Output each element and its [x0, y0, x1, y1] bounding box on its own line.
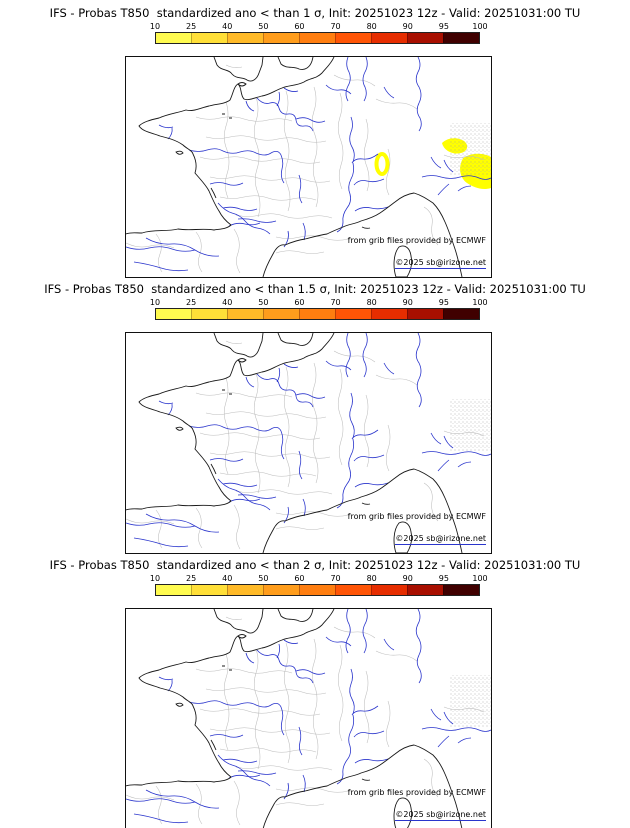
colorbar-tick-label: 80 — [366, 22, 377, 31]
colorbar-tick-label: 10 — [149, 574, 161, 583]
colorbar-tick-label: 70 — [330, 22, 341, 31]
colorbar-segment — [156, 309, 191, 319]
colorbar-gradient — [155, 32, 480, 44]
colorbar-segment — [227, 309, 263, 319]
credit-copyright-link[interactable]: ©2025 sb@irizone.net — [395, 534, 486, 545]
colorbar-segment — [299, 309, 335, 319]
colorbar-segment — [335, 33, 371, 43]
map-frame: from grib files provided by ECMWF ©2025 … — [125, 56, 492, 278]
colorbar-tick-label: 100 — [472, 22, 488, 31]
colorbar-tick-label: 95 — [438, 574, 449, 583]
colorbar-tick-label: 40 — [222, 298, 233, 307]
colorbar-segment — [335, 309, 371, 319]
credit-ecmwf: from grib files provided by ECMWF — [347, 512, 486, 521]
panel-sigma-1: IFS - Probas T850 standardized ano < tha… — [0, 0, 630, 278]
colorbar-tick-label: 50 — [258, 298, 269, 307]
credit-ecmwf: from grib files provided by ECMWF — [347, 788, 486, 797]
colorbar-tick-label: 25 — [186, 22, 197, 31]
credit-copyright-link[interactable]: ©2025 sb@irizone.net — [395, 258, 486, 269]
colorbar-segment — [299, 585, 335, 595]
map-frame: from grib files provided by ECMWF ©2025 … — [125, 332, 492, 554]
colorbar-tick-label: 60 — [294, 22, 305, 31]
probability-colorbar: 10 25 40 50 60 70 80 90 95 100 — [150, 574, 488, 596]
colorbar-tick-label: 90 — [402, 574, 413, 583]
colorbar-tick-label: 50 — [258, 574, 269, 583]
colorbar-tick-label: 25 — [186, 574, 197, 583]
map-frame: from grib files provided by ECMWF ©2025 … — [125, 608, 492, 828]
colorbar-segment — [263, 33, 299, 43]
colorbar-tick-label: 40 — [222, 574, 233, 583]
credit-ecmwf: from grib files provided by ECMWF — [347, 236, 486, 245]
colorbar-segment — [263, 585, 299, 595]
map-western-europe — [126, 57, 491, 277]
colorbar-tick-label: 25 — [186, 298, 197, 307]
colorbar-segment — [371, 33, 407, 43]
colorbar-segment — [443, 585, 479, 595]
colorbar-segment — [227, 33, 263, 43]
colorbar-tick-row: 10 25 40 50 60 70 80 90 95 100 — [150, 298, 488, 307]
probability-colorbar: 10 25 40 50 60 70 80 90 95 100 — [150, 298, 488, 320]
colorbar-segment — [191, 33, 227, 43]
colorbar-segment — [191, 309, 227, 319]
colorbar-gradient — [155, 308, 480, 320]
colorbar-tick-label: 60 — [294, 298, 305, 307]
panel-title: IFS - Probas T850 standardized ano < tha… — [49, 6, 581, 20]
colorbar-segment — [407, 585, 443, 595]
credit-copyright-link[interactable]: ©2025 sb@irizone.net — [395, 810, 486, 821]
panel-title: IFS - Probas T850 standardized ano < tha… — [44, 282, 586, 296]
colorbar-tick-label: 10 — [149, 22, 161, 31]
colorbar-tick-label: 90 — [402, 298, 413, 307]
colorbar-segment — [443, 309, 479, 319]
colorbar-tick-label: 100 — [472, 574, 488, 583]
colorbar-tick-label: 80 — [366, 574, 377, 583]
colorbar-segment — [263, 309, 299, 319]
colorbar-tick-label: 80 — [366, 298, 377, 307]
colorbar-tick-label: 95 — [438, 22, 449, 31]
colorbar-tick-row: 10 25 40 50 60 70 80 90 95 100 — [150, 574, 488, 583]
colorbar-segment — [191, 585, 227, 595]
probability-colorbar: 10 25 40 50 60 70 80 90 95 100 — [150, 22, 488, 44]
colorbar-segment — [227, 585, 263, 595]
colorbar-tick-label: 70 — [330, 574, 341, 583]
colorbar-tick-label: 95 — [438, 298, 449, 307]
colorbar-segment — [371, 309, 407, 319]
colorbar-segment — [156, 585, 191, 595]
panel-title: IFS - Probas T850 standardized ano < tha… — [49, 558, 581, 572]
probability-patch-western-alps — [374, 152, 390, 176]
colorbar-tick-label: 50 — [258, 22, 269, 31]
colorbar-segment — [407, 309, 443, 319]
colorbar-segment — [407, 33, 443, 43]
colorbar-segment — [371, 585, 407, 595]
colorbar-segment — [335, 585, 371, 595]
colorbar-tick-label: 40 — [222, 22, 233, 31]
colorbar-tick-label: 60 — [294, 574, 305, 583]
panel-sigma-1-5: IFS - Probas T850 standardized ano < tha… — [0, 276, 630, 554]
colorbar-gradient — [155, 584, 480, 596]
colorbar-segment — [443, 33, 479, 43]
colorbar-tick-label: 100 — [472, 298, 488, 307]
colorbar-segment — [156, 33, 191, 43]
colorbar-tick-row: 10 25 40 50 60 70 80 90 95 100 — [150, 22, 488, 31]
colorbar-tick-label: 90 — [402, 22, 413, 31]
panel-sigma-2: IFS - Probas T850 standardized ano < tha… — [0, 552, 630, 828]
colorbar-tick-label: 70 — [330, 298, 341, 307]
colorbar-tick-label: 10 — [149, 298, 161, 307]
colorbar-segment — [299, 33, 335, 43]
